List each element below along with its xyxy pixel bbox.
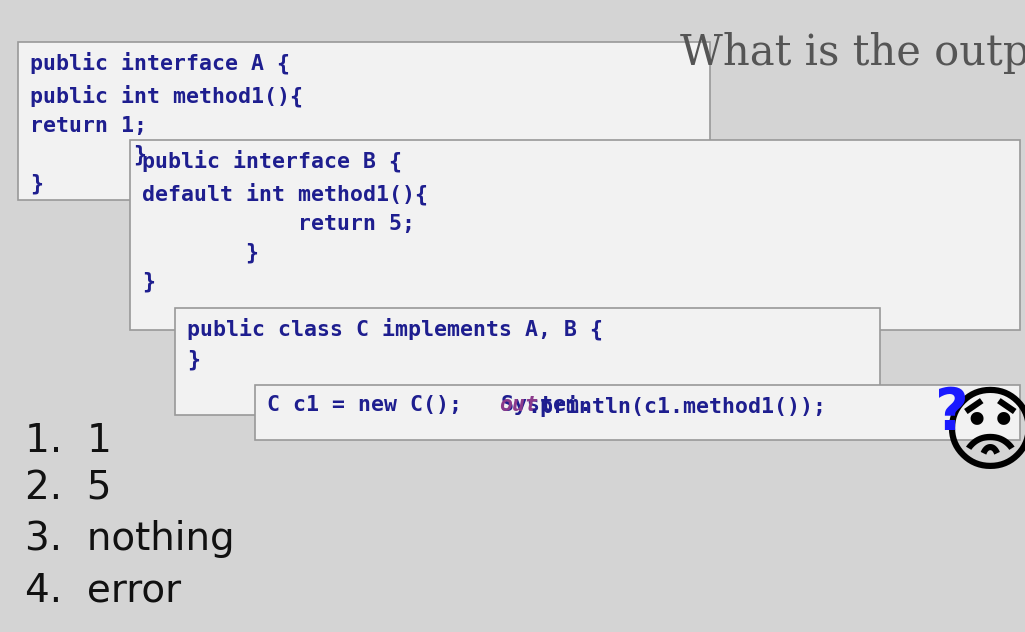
Text: .println(c1.method1());: .println(c1.method1()); <box>528 395 826 417</box>
Text: public class C implements A, B {
}: public class C implements A, B { } <box>187 318 603 370</box>
Text: What is the outp: What is the outp <box>680 32 1025 74</box>
Text: 😟: 😟 <box>940 390 1025 482</box>
Text: public interface B {
default int method1(){
            return 5;
        }
}: public interface B { default int method1… <box>142 150 428 292</box>
Text: 1.  1: 1. 1 <box>25 422 112 460</box>
Text: 2.  5: 2. 5 <box>25 470 112 508</box>
Bar <box>18 42 710 200</box>
Text: 4.  error: 4. error <box>25 572 181 610</box>
Text: ?: ? <box>935 385 969 442</box>
Text: out: out <box>499 395 538 415</box>
Text: public interface A {
public int method1(){
return 1;
        }
}: public interface A { public int method1(… <box>30 52 303 194</box>
Bar <box>130 140 1020 330</box>
Text: C c1 = new C();   System.: C c1 = new C(); System. <box>266 395 592 415</box>
Bar <box>255 385 1020 440</box>
Bar <box>175 308 880 415</box>
Text: 3.  nothing: 3. nothing <box>25 520 235 558</box>
